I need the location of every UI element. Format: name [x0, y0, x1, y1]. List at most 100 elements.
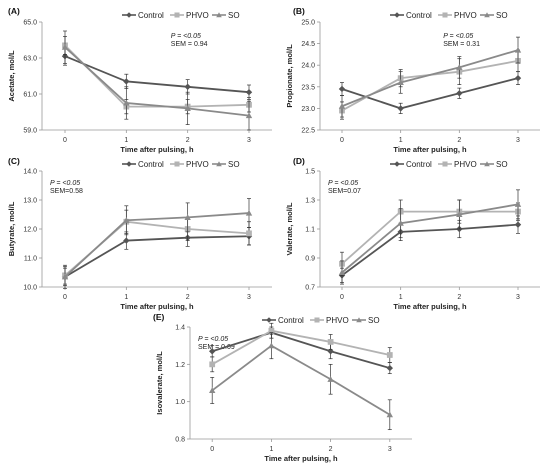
panel-2: (C) 10.0 11.0 12.0 13.0 14.0 0 1 2 3 Time after pu…	[7, 156, 272, 311]
sem-text: SEM=0.58	[50, 188, 83, 195]
sem-text: SEM = 0.09	[198, 344, 235, 351]
legend-marker-control	[126, 161, 132, 167]
legend: Control PHVO SO	[122, 11, 240, 20]
data-point-so	[245, 112, 253, 119]
y-axis-label: Isovalerate, mol/L	[155, 351, 164, 415]
data-point-control	[123, 237, 130, 244]
y-tick-label: 24.5	[301, 41, 315, 48]
y-tick-label: 1.0	[175, 399, 185, 406]
data-point-control	[386, 364, 393, 372]
legend-marker-so	[356, 317, 362, 323]
p-value-text: P = <0.05	[443, 33, 473, 40]
legend-label-so: SO	[228, 160, 240, 169]
series-line-phvo	[64, 44, 250, 108]
y-tick-label: 1.5	[305, 169, 315, 176]
data-point-phvo	[209, 361, 216, 368]
panel-1: (B) 22.5 23.0 23.5 24.0 24.5 25.0 0 1 2 3 Time afte…	[285, 6, 540, 154]
p-value-text: P = <0.05	[328, 180, 358, 187]
series-phvo	[62, 209, 252, 285]
series-line-phvo	[211, 329, 390, 366]
x-tick-label: 1	[269, 446, 273, 453]
legend-marker-control	[394, 12, 400, 18]
sem-text: SEM = 0.31	[443, 41, 480, 48]
data-point-control	[514, 74, 522, 82]
y-axis-label: Propionate, mol/L	[285, 44, 294, 108]
legend-label-control: Control	[278, 316, 304, 325]
legend-label-control: Control	[406, 11, 432, 20]
legend-marker-control	[394, 161, 400, 167]
legend-label-control: Control	[138, 11, 164, 20]
legend-label-phvo: PHVO	[186, 160, 209, 169]
y-tick-label: 0.8	[175, 437, 185, 444]
legend-label-so: SO	[228, 11, 240, 20]
data-point-so	[245, 209, 253, 216]
y-tick-label: 11.0	[24, 256, 37, 263]
data-point-so	[61, 44, 69, 50]
series-line-so	[341, 49, 519, 108]
x-axis-label: Time after pulsing, h	[264, 454, 338, 463]
data-point-control	[456, 90, 463, 97]
y-tick-label: 65.0	[23, 20, 37, 27]
data-point-so	[338, 269, 346, 276]
panel-label: (A)	[8, 6, 20, 16]
y-tick-label: 63.0	[23, 56, 37, 63]
data-point-control	[338, 85, 346, 93]
data-point-control	[514, 221, 522, 228]
legend-label-phvo: PHVO	[186, 11, 209, 20]
data-point-so	[386, 411, 393, 418]
panel-3: (D) 0.7 0.9 1.1 1.3 1.5 0 1 2 3 Time after pulsing…	[285, 156, 540, 311]
series-control	[209, 326, 393, 375]
data-point-phvo	[327, 339, 334, 345]
series-line-control	[341, 223, 519, 277]
data-point-so	[61, 273, 69, 280]
x-tick-label: 3	[247, 137, 251, 144]
series-so	[61, 198, 253, 289]
legend-label-phvo: PHVO	[454, 160, 477, 169]
x-tick-label: 0	[340, 294, 344, 301]
panel-0: (A) 59.0 61.0 63.0 65.0 0 1 2 3 Time after pulsin…	[7, 6, 272, 154]
x-tick-label: 0	[340, 137, 344, 144]
p-value-text: P = <0.05	[198, 336, 228, 343]
series-line-so	[64, 212, 250, 278]
panel-label: (C)	[8, 156, 20, 166]
legend-label-control: Control	[406, 160, 432, 169]
data-point-phvo	[246, 230, 252, 237]
data-point-so	[123, 217, 130, 223]
y-tick-label: 61.0	[23, 92, 37, 99]
data-point-so	[397, 220, 404, 226]
data-point-phvo	[268, 327, 275, 334]
legend-label-control: Control	[138, 160, 164, 169]
y-tick-label: 25.0	[301, 20, 315, 27]
legend-marker-phvo	[442, 12, 448, 18]
x-tick-label: 2	[186, 137, 190, 144]
legend-marker-phvo	[174, 161, 180, 167]
sem-text: SEM=0.07	[328, 188, 361, 195]
legend-marker-control	[266, 317, 272, 323]
series-line-control	[64, 55, 250, 94]
x-axis-label: Time after pulsing, h	[393, 302, 467, 311]
x-tick-label: 2	[186, 294, 190, 301]
legend-marker-so	[216, 161, 222, 167]
x-tick-label: 1	[399, 294, 403, 301]
series-phvo	[209, 322, 393, 373]
x-tick-label: 3	[388, 446, 392, 453]
data-point-so	[338, 103, 346, 109]
data-point-so	[184, 214, 191, 220]
series-line-control	[211, 331, 391, 369]
x-tick-label: 0	[210, 446, 214, 453]
y-tick-label: 1.1	[305, 227, 315, 234]
legend-marker-control	[126, 12, 132, 18]
x-tick-label: 0	[63, 137, 67, 144]
data-point-so	[184, 105, 191, 111]
y-tick-label: 13.0	[23, 198, 37, 205]
legend-marker-so	[484, 161, 490, 167]
series-line-control	[341, 77, 519, 110]
y-tick-label: 23.5	[301, 84, 315, 91]
x-tick-label: 2	[457, 294, 461, 301]
legend: Control PHVO SO	[122, 160, 240, 169]
y-tick-label: 1.3	[305, 198, 315, 205]
y-tick-label: 24.0	[301, 63, 315, 70]
x-tick-label: 3	[516, 137, 520, 144]
legend-marker-phvo	[314, 317, 320, 323]
y-axis-label: Valerate, mol/L	[285, 202, 294, 255]
